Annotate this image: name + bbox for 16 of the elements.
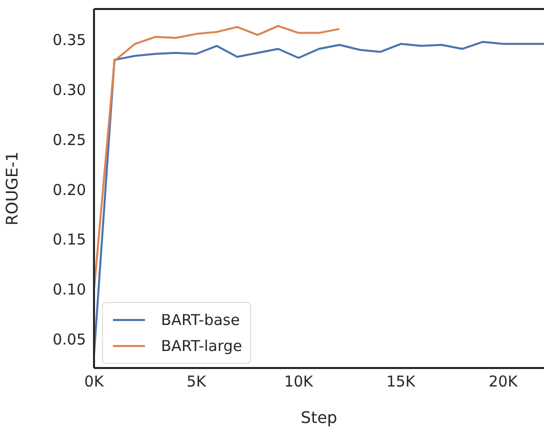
y-tick-label: 0.25 [52, 130, 86, 149]
x-tick-label: 0K [84, 372, 105, 391]
y-axis-title: ROUGE-1 [2, 152, 22, 226]
legend-label: BART-large [161, 337, 242, 355]
x-tick-label: 20K [488, 372, 519, 391]
y-tick-label: 0.20 [52, 180, 86, 199]
y-tick-label: 0.35 [52, 31, 86, 50]
x-tick-label: 10K [284, 372, 314, 391]
y-tick-label: 0.10 [52, 280, 86, 299]
y-tick-label: 0.30 [52, 81, 86, 100]
x-tick-label: 5K [186, 372, 208, 391]
y-tick-label: 0.15 [52, 230, 86, 249]
x-tick-label: 15K [386, 372, 416, 391]
y-tick-label: 0.05 [52, 330, 86, 348]
x-axis-title: Step [300, 408, 338, 427]
legend-label: BART-base [161, 311, 240, 329]
